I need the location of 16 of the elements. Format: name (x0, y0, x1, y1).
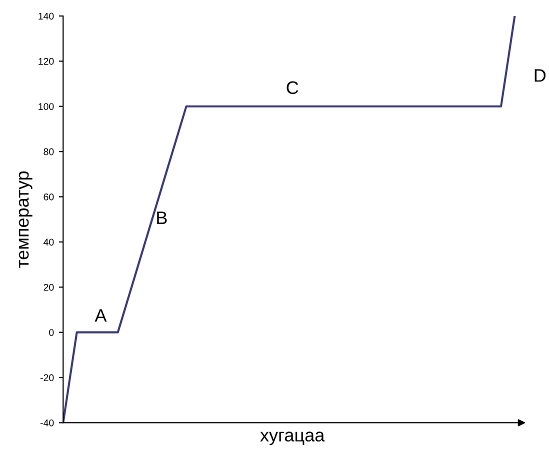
text: D (534, 69, 546, 82)
annotation: A (94, 309, 107, 322)
y-tick-label: -20 (40, 374, 54, 382)
y-tick-label: 140 (38, 12, 54, 20)
y-tick-label: 100 (38, 103, 54, 110)
annotation: B (157, 212, 167, 224)
annotation: C (286, 81, 298, 94)
y-tick-label: 40 (44, 238, 54, 246)
y-tick-label: 20 (44, 284, 54, 291)
y-tick-label: 120 (38, 58, 54, 65)
y-tick-label: 0 (49, 329, 54, 336)
y-tick-label: 60 (44, 194, 54, 200)
y-tick-label: 80 (44, 148, 54, 156)
y-axis-title: температур (18, 171, 32, 268)
x-axis-title: хугацаа (260, 432, 325, 446)
y-tick-label: -40 (40, 419, 54, 426)
